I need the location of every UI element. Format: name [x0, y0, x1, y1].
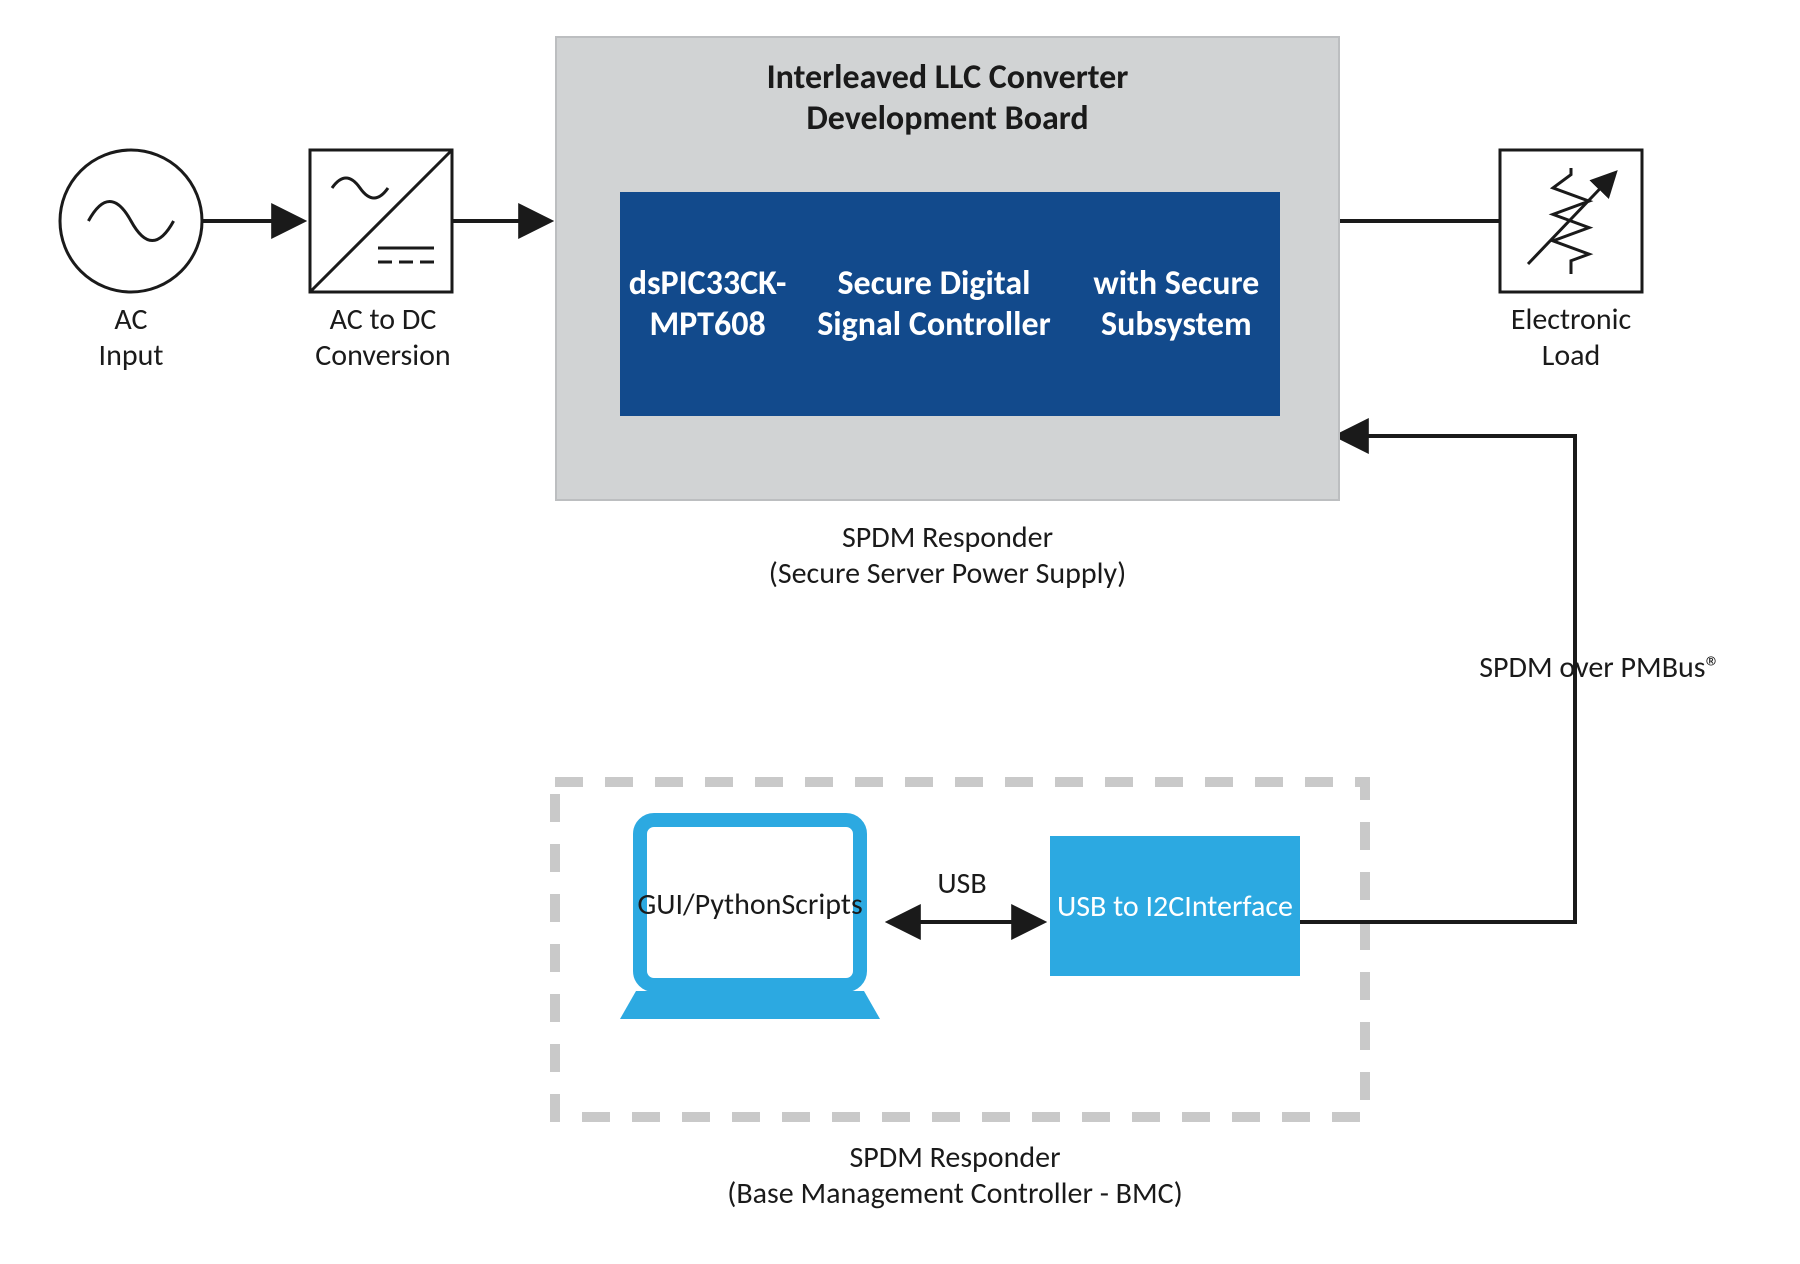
electronic-load-label: ElectronicLoad [1490, 302, 1652, 374]
spdm-responder-top-label: SPDM Responder(Secure Server Power Suppl… [555, 520, 1340, 592]
dsc-block: dsPIC33CK-MPT608Secure Digital Signal Co… [620, 192, 1280, 416]
ac-input-label: ACInput [60, 302, 202, 374]
spdm-over-pmbus-label: SPDM over PMBus® [1430, 650, 1770, 686]
gui-python-scripts-label: GUI/PythonScripts [650, 834, 850, 975]
ac-dc-label: AC to DCConversion [283, 302, 483, 374]
spdm-responder-bottom-label: SPDM Responder(Base Management Controlle… [515, 1140, 1395, 1212]
sine-wave-icon [88, 201, 173, 240]
diagram-stage: Interleaved LLC ConverterDevelopment Boa… [0, 0, 1800, 1264]
usb-label: USB [902, 866, 1022, 902]
dev-board-title: Interleaved LLC ConverterDevelopment Boa… [555, 58, 1340, 140]
usb-to-i2c-block: USB to I2CInterface [1050, 836, 1300, 976]
